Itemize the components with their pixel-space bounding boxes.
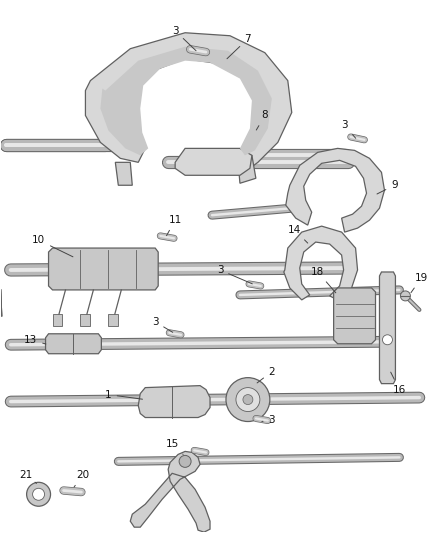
Polygon shape (85, 33, 292, 168)
Text: 11: 11 (166, 215, 182, 236)
Polygon shape (334, 288, 375, 344)
Polygon shape (284, 226, 357, 300)
Text: 9: 9 (377, 180, 398, 194)
Polygon shape (130, 451, 210, 532)
Text: 8: 8 (256, 110, 268, 130)
Circle shape (400, 291, 410, 301)
Polygon shape (138, 385, 210, 417)
Polygon shape (100, 47, 272, 155)
Circle shape (382, 335, 392, 345)
Text: 2: 2 (257, 367, 275, 383)
Text: 3: 3 (172, 26, 196, 51)
Text: 3: 3 (217, 265, 252, 284)
Circle shape (236, 387, 260, 411)
Text: 1: 1 (105, 390, 142, 400)
Text: 13: 13 (24, 335, 46, 345)
Circle shape (243, 394, 253, 405)
Text: 16: 16 (391, 372, 406, 394)
Text: 18: 18 (311, 267, 336, 293)
Circle shape (27, 482, 50, 506)
Polygon shape (286, 148, 385, 232)
Polygon shape (238, 155, 256, 183)
Text: 3: 3 (152, 317, 173, 333)
Polygon shape (108, 314, 118, 326)
Polygon shape (115, 163, 132, 185)
Text: 21: 21 (19, 470, 37, 483)
Polygon shape (175, 148, 252, 175)
Text: 3: 3 (341, 120, 356, 138)
Text: 20: 20 (74, 470, 89, 487)
Polygon shape (81, 314, 90, 326)
Polygon shape (379, 272, 396, 384)
Text: 3: 3 (262, 415, 275, 424)
Circle shape (32, 488, 45, 500)
Text: 7: 7 (227, 34, 251, 59)
Text: 15: 15 (166, 439, 183, 455)
Text: 19: 19 (411, 273, 428, 293)
Text: 14: 14 (288, 225, 308, 243)
Text: 10: 10 (32, 235, 73, 257)
Circle shape (179, 455, 191, 467)
Polygon shape (49, 248, 158, 290)
Circle shape (226, 378, 270, 422)
Polygon shape (53, 314, 63, 326)
Polygon shape (46, 334, 101, 354)
